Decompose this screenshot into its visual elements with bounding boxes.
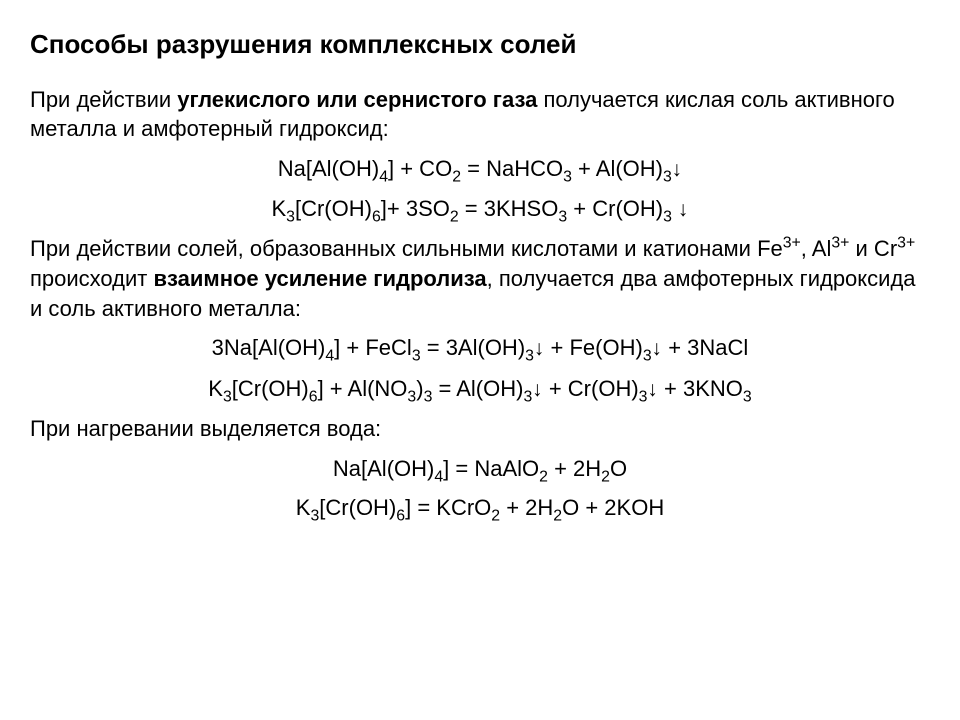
para2-mid3: происходит — [30, 266, 154, 291]
para2-bold: взаимное усиление гидролиза — [154, 266, 487, 291]
para2-mid1: , Al — [801, 236, 832, 261]
precipitate-arrow-icon — [647, 376, 657, 401]
paragraph-1: При действии углекислого или сернистого … — [30, 85, 930, 144]
superscript-charge: 3+ — [897, 235, 915, 252]
para2-mid2: и Cr — [849, 236, 897, 261]
precipitate-arrow-icon — [678, 196, 688, 221]
equation-5: Na[Al(OH)4] = NaAlO2 + 2H2O — [30, 454, 930, 484]
precipitate-arrow-icon — [532, 376, 542, 401]
superscript-charge: 3+ — [831, 235, 849, 252]
para1-pre: При действии — [30, 87, 177, 112]
page-title: Способы разрушения комплексных солей — [30, 28, 930, 61]
paragraph-3: При нагревании выделяется вода: — [30, 414, 930, 444]
equation-4: K3[Cr(OH)6] + Al(NO3)3 = Al(OH)3 + Cr(OH… — [30, 374, 930, 404]
equation-3: 3Na[Al(OH)4] + FeCl3 = 3Al(OH)3 + Fe(OH)… — [30, 333, 930, 363]
para1-bold: углекислого или сернистого газа — [177, 87, 537, 112]
equation-6: K3[Cr(OH)6] = KCrO2 + 2H2O + 2KOH — [30, 493, 930, 523]
para2-pre1: При действии солей, образованных сильным… — [30, 236, 783, 261]
paragraph-2: При действии солей, образованных сильным… — [30, 234, 930, 323]
precipitate-arrow-icon — [652, 335, 662, 360]
precipitate-arrow-icon — [672, 156, 682, 181]
superscript-charge: 3+ — [783, 235, 801, 252]
equation-1: Na[Al(OH)4] + CO2 = NaHCO3 + Al(OH)3 — [30, 154, 930, 184]
equation-2: K3[Cr(OH)6]+ 3SO2 = 3KHSO3 + Cr(OH)3 — [30, 194, 930, 224]
precipitate-arrow-icon — [534, 335, 544, 360]
